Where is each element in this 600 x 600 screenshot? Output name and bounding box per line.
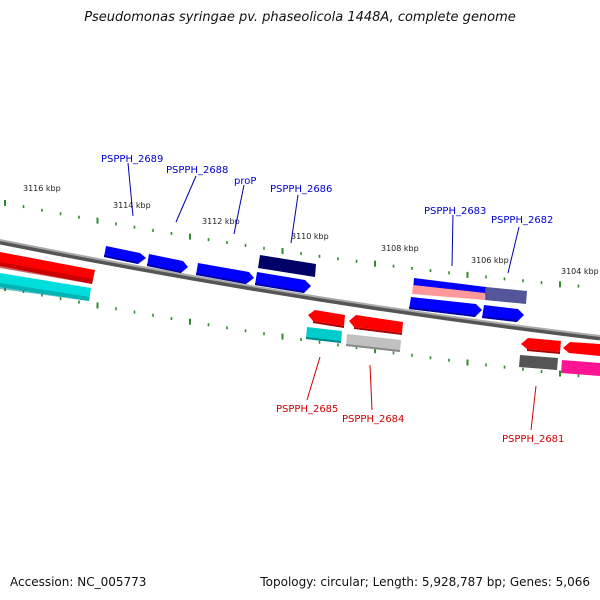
kbp-label-3106: 3106 kbp [471,256,509,265]
gene-label-pspph-2684: PSPPH_2684 [342,414,404,425]
gene-label-pspph-2688: PSPPH_2688 [166,165,228,176]
feature-pspph-2689 [104,246,146,264]
gene-label-pspph-2682: PSPPH_2682 [491,215,553,226]
feature-prop [196,263,254,284]
forward-gene-labels: PSPPH_2689 PSPPH_2688 proP PSPPH_2686 PS… [101,154,553,226]
kbp-label-3116: 3116 kbp [23,184,61,193]
feature-pspph-2683 [409,297,482,317]
feature-right-red [563,342,600,356]
reverse-leaders [306,356,537,431]
feature-pspph-2686-navy [258,255,316,277]
kbp-label-3110: 3110 kbp [291,232,329,241]
forward-leaders [127,162,520,274]
gene-label-pspph-2689: PSPPH_2689 [101,154,163,165]
gene-label-pspph-2681: PSPPH_2681 [502,434,564,445]
ruler-ticks-top [4,200,580,288]
genome-summary-text: Topology: circular; Length: 5,928,787 bp… [260,575,590,589]
feature-right-magenta [561,360,600,376]
feature-pspph-2681 [521,338,561,352]
gene-label-pspph-2685: PSPPH_2685 [276,404,338,415]
gene-label-pspph-2683: PSPPH_2683 [424,206,486,217]
feature-pspph-2686 [255,272,311,293]
gene-label-pspph-2686: PSPPH_2686 [270,184,332,195]
feature-pspph-2683-pink [412,285,485,300]
feature-pspph-2682-slate [485,287,527,304]
kbp-label-3108: 3108 kbp [381,244,419,253]
reverse-gene-labels: PSPPH_2685 PSPPH_2684 PSPPH_2681 [276,404,564,445]
map-title: Pseudomonas syringae pv. phaseolicola 14… [84,10,516,25]
accession-text: Accession: NC_005773 [10,575,147,589]
feature-pspph-2681-gray [519,355,558,370]
kbp-label-3112: 3112 kbp [202,217,240,226]
reverse-features [306,310,600,376]
feature-pspph-2688 [147,254,188,273]
feature-pspph-2685 [308,310,345,326]
feature-left-red-shade [0,262,93,284]
backbone [0,239,600,341]
forward-features [0,246,527,322]
gene-label-prop: proP [234,176,256,187]
feature-left-cyan-shade [0,283,90,301]
kbp-label-3104: 3104 kbp [561,267,599,276]
feature-pspph-2684 [349,315,403,333]
